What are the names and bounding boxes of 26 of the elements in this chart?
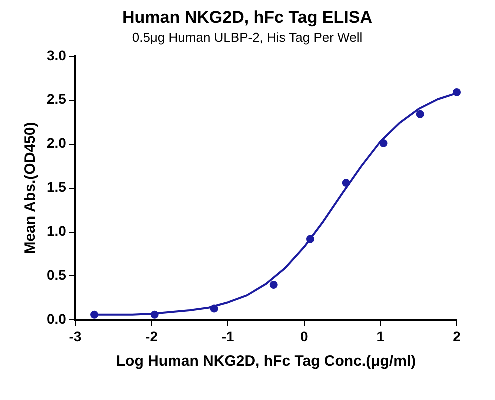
y-tick-label: 1.0 [46, 223, 67, 240]
point [210, 304, 218, 313]
point [342, 179, 350, 188]
x-tick-label: 1 [376, 328, 385, 344]
y-tick-label: 0.5 [46, 267, 67, 284]
y-tick-label: 2.0 [46, 135, 67, 152]
y-tick-label: 1.5 [46, 179, 67, 196]
point [150, 310, 159, 319]
x-tick-label: 0 [300, 328, 308, 344]
chart-subtitle: 0.5μg Human ULBP-2, His Tag Per Well [131, 30, 364, 45]
point [453, 88, 461, 96]
x-axis-title: Log Human NKG2D, hFc Tag Conc.(μg/ml) [116, 353, 416, 370]
y-tick-label: 0.0 [46, 311, 67, 328]
y-tick-label: 2.5 [46, 91, 67, 108]
x-tick-label: -2 [146, 328, 158, 344]
x-tick-label: -1 [222, 328, 235, 344]
point [306, 235, 314, 244]
point [380, 139, 388, 148]
x-tick-label: -3 [69, 328, 82, 344]
point [270, 281, 278, 290]
chart-title: Human NKG2D, hFc Tag ELISA [122, 8, 374, 28]
y-axis-title: Mean Abs.(OD450) [22, 122, 40, 254]
y-tick-label: 3.0 [46, 47, 67, 64]
x-tick-label: 2 [453, 328, 462, 344]
point [416, 110, 424, 118]
point [90, 310, 99, 319]
